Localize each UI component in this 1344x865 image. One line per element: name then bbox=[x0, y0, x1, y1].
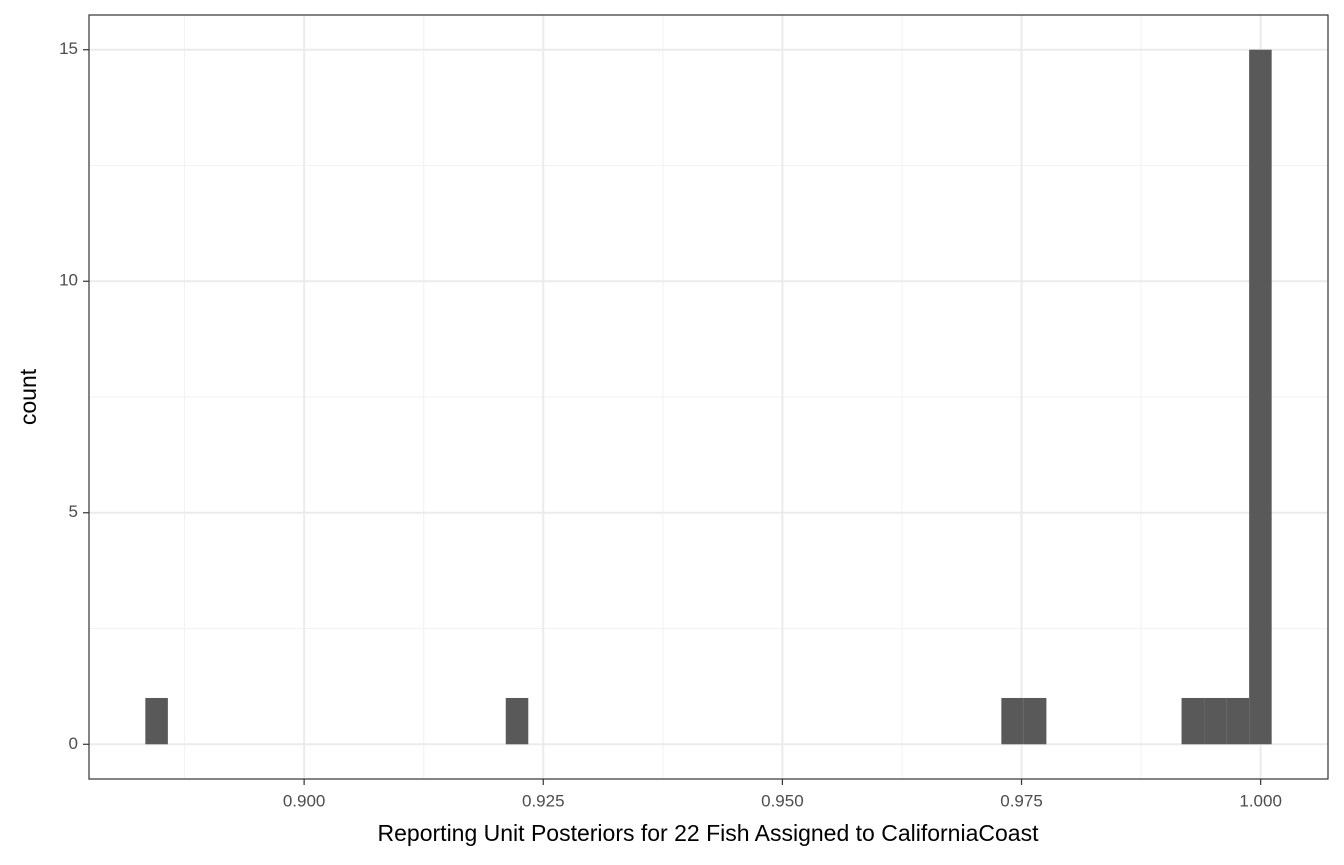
x-tick-label: 0.975 bbox=[1000, 791, 1043, 810]
bar bbox=[1001, 697, 1024, 745]
x-tick-label: 0.950 bbox=[761, 791, 804, 810]
bar bbox=[1204, 697, 1227, 745]
x-tick-label: 1.000 bbox=[1239, 791, 1282, 810]
x-tick-label: 0.925 bbox=[522, 791, 565, 810]
x-tick-label: 0.900 bbox=[283, 791, 326, 810]
bar bbox=[145, 697, 168, 745]
x-axis-title: Reporting Unit Posteriors for 22 Fish As… bbox=[378, 820, 1040, 846]
y-axis-title: count bbox=[15, 368, 41, 425]
bar bbox=[1181, 697, 1205, 745]
bar bbox=[505, 697, 529, 745]
y-tick-label: 15 bbox=[59, 39, 78, 58]
bar bbox=[1023, 697, 1047, 745]
y-tick-label: 0 bbox=[69, 734, 78, 753]
panel-border bbox=[88, 14, 1329, 780]
y-tick-label: 5 bbox=[69, 502, 78, 521]
bar bbox=[1249, 49, 1272, 745]
bar bbox=[1226, 697, 1250, 745]
y-tick-label: 10 bbox=[59, 271, 78, 290]
